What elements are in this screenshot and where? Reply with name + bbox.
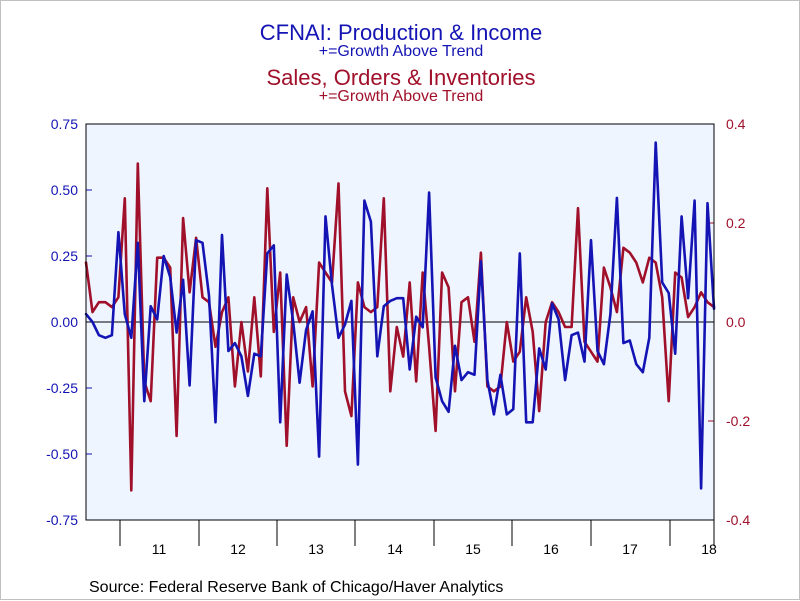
left-axis-tick-label: -0.25 bbox=[46, 380, 78, 396]
right-axis-tick-label: -0.4 bbox=[726, 512, 750, 528]
series-line-sales-orders bbox=[84, 162, 716, 492]
chart-subtitle-sales-orders: +=Growth Above Trend bbox=[318, 88, 484, 105]
right-axis-tick-label: 0.0 bbox=[726, 314, 746, 330]
x-axis-tick-label: 16 bbox=[543, 541, 559, 557]
x-axis-tick-label: 17 bbox=[622, 541, 638, 557]
source-note: Source: Federal Reserve Bank of Chicago/… bbox=[89, 579, 504, 596]
left-axis-tick-label: -0.75 bbox=[46, 512, 78, 528]
x-axis-tick-label: 15 bbox=[465, 541, 481, 557]
x-axis-tick-label: 18 bbox=[701, 541, 717, 557]
left-axis-tick-label: 0.50 bbox=[51, 182, 78, 198]
plot-border bbox=[85, 123, 715, 521]
chart-title-production-income: CFNAI: Production & Income bbox=[259, 20, 543, 45]
series-line-production-income bbox=[84, 141, 716, 490]
left-axis-tick-label: 0.75 bbox=[51, 116, 78, 132]
left-axis-tick-label: 0.25 bbox=[51, 248, 78, 264]
x-axis-tick-label: 13 bbox=[308, 541, 324, 557]
left-axis-tick-label: 0.00 bbox=[51, 314, 78, 330]
right-axis-tick-label: 0.4 bbox=[726, 116, 746, 132]
x-axis-tick-label: 11 bbox=[152, 541, 167, 557]
axis-labels: 0.75 0.50 0.25 0.00 -0.25 -0.50 -0.75 0.4 0.2 0.0… bbox=[46, 116, 750, 557]
x-axis-tick-label: 12 bbox=[230, 541, 246, 557]
right-axis-tick-label: -0.2 bbox=[726, 413, 750, 429]
x-axis-tick-label: 14 bbox=[387, 541, 403, 557]
chart-title-sales-orders: Sales, Orders & Inventories bbox=[266, 65, 536, 90]
chart-subtitle-production-income: +=Growth Above Trend bbox=[318, 43, 484, 60]
right-axis-tick-label: 0.2 bbox=[726, 215, 746, 231]
left-axis-tick-label: -0.50 bbox=[46, 446, 78, 462]
series-layer bbox=[84, 141, 716, 492]
